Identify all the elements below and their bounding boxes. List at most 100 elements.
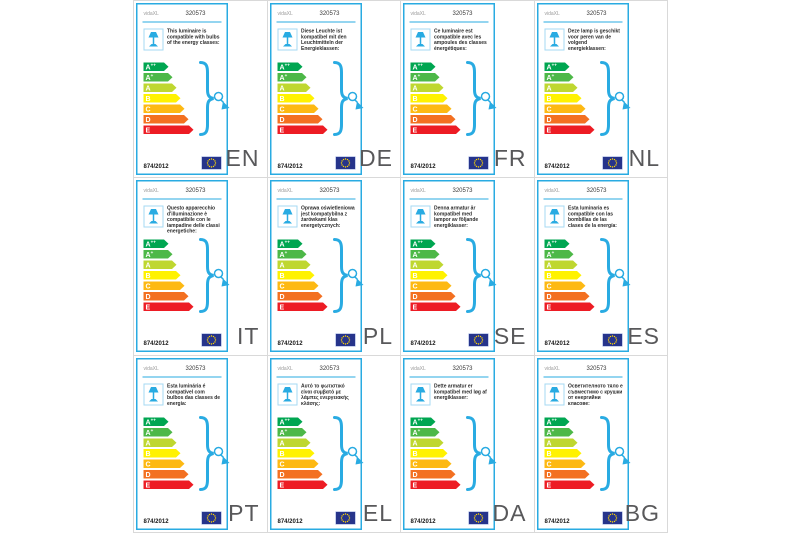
- energy-class-arrow-a: A: [144, 438, 177, 447]
- energy-label-tile[interactable]: vidaXL 320573 Esta luminária é compatíve…: [134, 355, 268, 533]
- energy-class-arrow-e: E: [277, 303, 327, 312]
- compatibility-text: Ce luminaire est compatible avec les amp…: [434, 28, 487, 52]
- energy-class-arrow-c: C: [277, 105, 318, 114]
- energy-class-arrow-e: E: [411, 480, 461, 489]
- brand-text: vidaXL: [143, 11, 159, 17]
- energy-class-arrow-e: E: [411, 126, 461, 135]
- energy-label-card: vidaXL 320573 Denna armatur är kompatibe…: [403, 180, 497, 353]
- header-divider: [543, 21, 622, 23]
- energy-class-arrow-a: A: [411, 438, 444, 447]
- compatibility-text: Esta luminária é compatível com bulbos d…: [167, 383, 221, 406]
- energy-label-tile[interactable]: vidaXL 320573 Denna armatur är kompatibe…: [401, 178, 535, 356]
- energy-class-arrow-d: D: [277, 470, 322, 479]
- energy-class-arrow-d: D: [544, 470, 589, 479]
- energy-label-tile[interactable]: vidaXL 320573 Esta luminaria es compatib…: [534, 178, 668, 356]
- energy-class-arrow-app: A++: [144, 240, 169, 249]
- energy-label-tile[interactable]: vidaXL 320573 Oprawa oświetleniowa jest …: [267, 178, 401, 356]
- energy-class-arrow-d: D: [411, 470, 456, 479]
- energy-class-arrow-c: C: [544, 459, 585, 468]
- energy-class-arrows: A++ A+ A B C D E: [411, 63, 461, 137]
- energy-class-arrow-c: C: [144, 459, 185, 468]
- lamp-icon: [544, 28, 564, 51]
- product-code: 320573: [185, 186, 206, 194]
- energy-class-arrow-e: E: [544, 126, 594, 135]
- lamp-icon: [143, 383, 164, 406]
- energy-label-tile[interactable]: vidaXL 320573 Αυτό το φωτιστικό είναι συ…: [267, 355, 401, 533]
- energy-label-tile[interactable]: vidaXL 320573 This luminaire is compatib…: [134, 1, 268, 179]
- energy-class-arrow-ap: A+: [544, 428, 573, 437]
- energy-label-card: vidaXL 320573 Ce luminaire est compatibl…: [403, 3, 497, 175]
- energy-class-arrow-ap: A+: [144, 73, 173, 82]
- energy-class-arrow-c: C: [144, 105, 185, 114]
- energy-class-arrow-app: A++: [544, 240, 569, 249]
- language-code: NL: [628, 145, 660, 172]
- brace-and-bulb-icon: [599, 238, 630, 314]
- language-code: DA: [492, 499, 527, 526]
- compatibility-text: Questo apparecchio d'illuminazione è com…: [167, 205, 220, 235]
- header-divider: [276, 21, 355, 23]
- energy-class-arrow-d: D: [411, 115, 456, 124]
- energy-label-card: vidaXL 320573 Oprawa oświetleniowa jest …: [269, 180, 363, 353]
- compatibility-text: This luminaire is compatible with bulbs …: [167, 28, 220, 46]
- energy-class-arrows: A++ A+ A B C D E: [144, 417, 194, 491]
- eu-flag-icon: [335, 511, 355, 525]
- energy-class-arrow-c: C: [277, 282, 318, 291]
- regulation-number: 874/2012: [544, 162, 570, 170]
- label-header: vidaXL 320573: [411, 364, 487, 371]
- energy-class-arrows: A++ A+ A B C D E: [544, 63, 594, 137]
- eu-flag-icon: [602, 511, 622, 525]
- energy-label-card: vidaXL 320573 Deze lamp is geschikt voor…: [536, 3, 630, 175]
- brace-and-bulb-icon: [466, 61, 497, 136]
- compatibility-text: Осветителното тяло е съвместимо с крушки…: [567, 383, 623, 406]
- energy-class-arrow-d: D: [411, 292, 456, 301]
- label-header: vidaXL 320573: [277, 364, 353, 371]
- energy-class-arrow-d: D: [277, 115, 322, 124]
- energy-label-tile[interactable]: vidaXL 320573 Diese Leuchte ist kompatib…: [267, 1, 401, 179]
- header-divider: [142, 21, 222, 23]
- energy-class-arrow-c: C: [277, 459, 318, 468]
- energy-class-arrow-a: A: [277, 261, 310, 270]
- label-header: vidaXL 320573: [544, 10, 620, 17]
- lamp-icon: [410, 28, 431, 51]
- energy-class-arrow-ap: A+: [277, 73, 306, 82]
- energy-label-tile[interactable]: vidaXL 320573 Осветителното тяло е съвме…: [534, 355, 668, 533]
- brand-text: vidaXL: [277, 188, 293, 194]
- energy-label-card: vidaXL 320573 Questo apparecchio d'illum…: [136, 180, 230, 353]
- compatibility-text: Oprawa oświetleniowa jest kompatybilna z…: [300, 205, 355, 229]
- energy-label-tile[interactable]: vidaXL 320573 Deze lamp is geschikt voor…: [534, 1, 668, 179]
- energy-label-tile[interactable]: vidaXL 320573 Questo apparecchio d'illum…: [134, 178, 268, 356]
- product-code: 320573: [452, 364, 473, 372]
- energy-label-tile[interactable]: vidaXL 320573 Ce luminaire est compatibl…: [401, 1, 535, 179]
- brand-text: vidaXL: [143, 188, 159, 194]
- language-code: BG: [624, 499, 660, 526]
- eu-flag-icon: [602, 333, 622, 347]
- energy-label-card: vidaXL 320573 Осветителното тяло е съвме…: [536, 357, 630, 530]
- energy-label-card: vidaXL 320573 Esta luminária é compatíve…: [136, 357, 230, 530]
- product-code: 320573: [318, 364, 339, 372]
- energy-class-arrow-app: A++: [144, 417, 169, 426]
- brace-and-bulb-icon: [332, 415, 363, 491]
- product-code: 320573: [452, 186, 473, 194]
- energy-class-arrow-ap: A+: [544, 250, 573, 259]
- energy-class-arrow-app: A++: [144, 63, 169, 72]
- energy-class-arrow-app: A++: [277, 63, 302, 72]
- energy-class-arrow-ap: A+: [411, 428, 440, 437]
- label-header: vidaXL 320573: [277, 10, 353, 17]
- energy-label-tile[interactable]: vidaXL 320573 Dette armatur er kompatibe…: [401, 355, 535, 533]
- eu-flag-icon: [468, 511, 489, 525]
- lamp-icon: [277, 205, 297, 228]
- energy-class-arrow-a: A: [144, 84, 177, 93]
- lamp-icon: [410, 205, 431, 228]
- energy-class-arrow-ap: A+: [144, 428, 173, 437]
- energy-class-arrow-b: B: [277, 449, 314, 458]
- language-code: EL: [362, 499, 393, 526]
- compatibility-text: Αυτό το φωτιστικό είναι συμβατό με λάμπε…: [300, 383, 349, 406]
- energy-class-arrow-a: A: [277, 438, 310, 447]
- label-header: vidaXL 320573: [277, 187, 353, 194]
- brace-and-bulb-icon: [599, 61, 630, 136]
- energy-class-arrow-c: C: [544, 105, 585, 114]
- energy-class-arrow-c: C: [144, 282, 185, 291]
- energy-class-arrow-a: A: [411, 261, 444, 270]
- regulation-number: 874/2012: [143, 339, 169, 347]
- energy-class-arrow-a: A: [544, 261, 577, 270]
